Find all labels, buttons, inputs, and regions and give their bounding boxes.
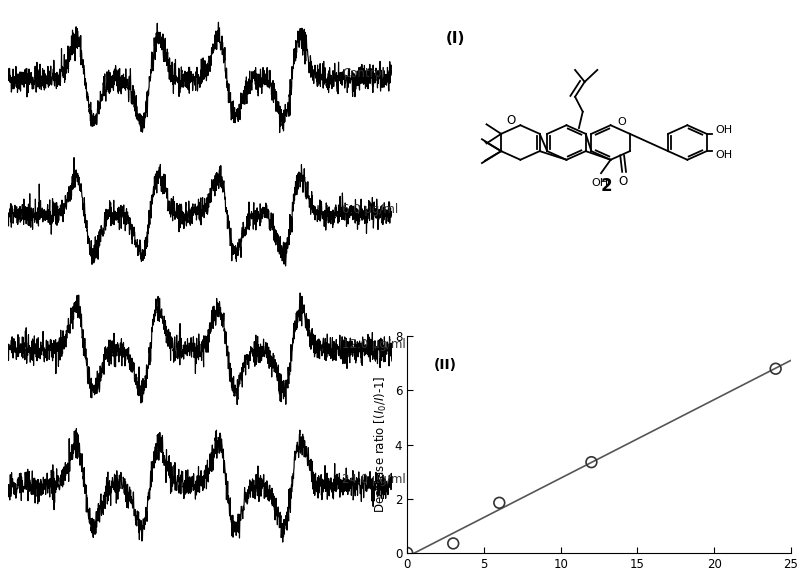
Text: 24.0 μg/ml: 24.0 μg/ml	[342, 473, 406, 486]
Y-axis label: Decrease ratio [($I_0$/$I$)-1]: Decrease ratio [($I_0$/$I$)-1]	[373, 376, 389, 514]
Point	[493, 498, 506, 507]
Point	[769, 364, 782, 373]
Text: 2: 2	[601, 177, 613, 195]
Point	[447, 539, 459, 548]
Text: OH: OH	[715, 150, 733, 160]
Text: OH: OH	[591, 178, 608, 188]
Point	[401, 548, 414, 557]
Point	[585, 458, 598, 467]
Text: (I): (I)	[446, 31, 465, 46]
Text: OH: OH	[715, 125, 733, 135]
Text: O: O	[618, 176, 627, 189]
Text: O: O	[506, 114, 515, 127]
Text: Control: Control	[342, 67, 385, 80]
Text: (II): (II)	[434, 358, 457, 372]
Text: 6.0 μg/ml: 6.0 μg/ml	[342, 202, 398, 215]
Text: 12.0 μg/ml: 12.0 μg/ml	[342, 338, 406, 351]
Text: O: O	[618, 116, 626, 127]
